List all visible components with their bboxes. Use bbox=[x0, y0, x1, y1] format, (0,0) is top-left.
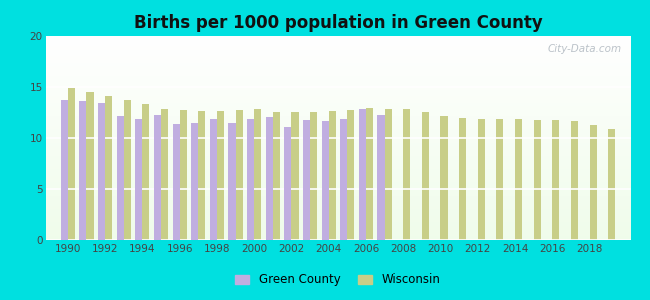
Bar bbox=[154, 115, 161, 240]
Bar bbox=[385, 110, 392, 240]
Bar bbox=[552, 120, 560, 240]
Bar bbox=[86, 92, 94, 240]
Bar bbox=[478, 118, 485, 240]
Bar bbox=[359, 110, 366, 240]
Bar bbox=[254, 110, 261, 240]
Bar bbox=[273, 112, 280, 240]
Bar bbox=[347, 110, 354, 240]
Bar bbox=[378, 115, 385, 240]
Bar bbox=[79, 101, 86, 240]
Bar bbox=[247, 118, 254, 240]
Bar bbox=[497, 118, 504, 240]
Bar bbox=[340, 118, 347, 240]
Bar bbox=[534, 120, 541, 240]
Text: City-Data.com: City-Data.com bbox=[547, 44, 621, 54]
Bar bbox=[68, 88, 75, 240]
Bar bbox=[303, 120, 310, 240]
Bar bbox=[210, 118, 217, 240]
Bar bbox=[116, 116, 124, 240]
Bar bbox=[329, 112, 336, 240]
Bar bbox=[217, 112, 224, 240]
Bar bbox=[179, 110, 187, 240]
Legend: Green County, Wisconsin: Green County, Wisconsin bbox=[231, 269, 445, 291]
Bar bbox=[105, 96, 112, 240]
Title: Births per 1000 population in Green County: Births per 1000 population in Green Coun… bbox=[134, 14, 542, 32]
Bar bbox=[124, 100, 131, 240]
Bar bbox=[515, 118, 522, 240]
Bar bbox=[441, 116, 448, 240]
Bar bbox=[590, 125, 597, 240]
Bar bbox=[172, 124, 179, 240]
Bar bbox=[142, 104, 150, 240]
Bar bbox=[291, 112, 298, 240]
Bar bbox=[198, 112, 205, 240]
Bar bbox=[235, 110, 242, 240]
Bar bbox=[135, 118, 142, 240]
Bar bbox=[571, 121, 578, 240]
Bar bbox=[608, 129, 615, 240]
Bar bbox=[284, 127, 291, 240]
Bar bbox=[228, 123, 235, 240]
Bar bbox=[266, 117, 273, 240]
Bar bbox=[403, 110, 410, 240]
Bar bbox=[366, 108, 373, 240]
Bar bbox=[161, 110, 168, 240]
Bar bbox=[98, 103, 105, 240]
Bar bbox=[310, 112, 317, 240]
Bar bbox=[459, 118, 466, 240]
Bar bbox=[61, 100, 68, 240]
Bar bbox=[422, 112, 429, 240]
Bar bbox=[322, 121, 329, 240]
Bar bbox=[191, 123, 198, 240]
